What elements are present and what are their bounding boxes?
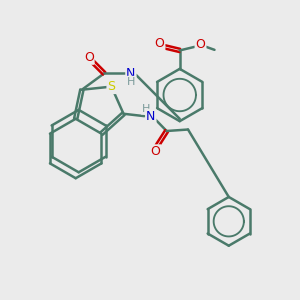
- Text: O: O: [196, 38, 206, 51]
- Text: N: N: [146, 110, 156, 123]
- Text: O: O: [84, 51, 94, 64]
- Text: S: S: [107, 80, 116, 93]
- Text: H: H: [127, 77, 135, 87]
- Text: H: H: [142, 104, 150, 114]
- Text: N: N: [126, 67, 136, 80]
- Text: O: O: [151, 145, 160, 158]
- Text: O: O: [154, 38, 164, 50]
